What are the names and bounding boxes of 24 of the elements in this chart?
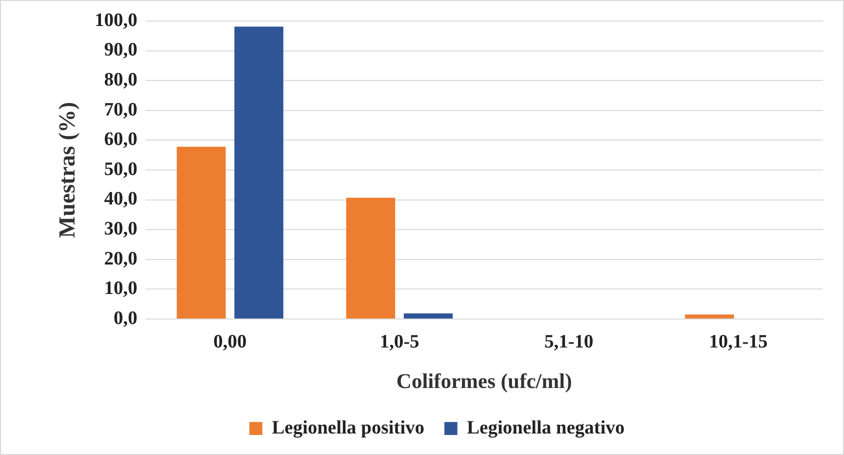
bar: [404, 313, 453, 318]
y-tick-label: 0,0: [114, 308, 138, 329]
bar: [234, 26, 284, 318]
y-tick-label: 20,0: [104, 248, 138, 270]
x-tick-label: 1,0-5: [380, 331, 420, 352]
y-tick-label: 60,0: [104, 129, 138, 150]
y-tick-label: 90,0: [104, 40, 138, 61]
y-tick-label: 50,0: [104, 158, 138, 180]
y-axis-title: Muestras (%): [54, 102, 80, 238]
legend-label: Legionella positivo: [272, 417, 424, 438]
y-tick-label: 100,0: [94, 10, 138, 31]
x-tick-label: 0,00: [213, 331, 247, 352]
bar: [176, 146, 226, 318]
y-tick-label: 40,0: [104, 188, 138, 210]
y-tick-label: 30,0: [104, 218, 138, 240]
x-axis-title: Coliformes (ufc/ml): [396, 368, 572, 393]
bar: [685, 314, 734, 318]
y-tick-label: 80,0: [104, 70, 138, 91]
bar: [346, 198, 396, 318]
x-tick-label: 10,1-15: [709, 331, 768, 352]
y-tick-label: 70,0: [104, 99, 138, 120]
legend-label: Legionella negativo: [466, 417, 625, 438]
x-tick-label: 5,1-10: [544, 331, 594, 352]
y-tick-label: 10,0: [104, 278, 138, 300]
